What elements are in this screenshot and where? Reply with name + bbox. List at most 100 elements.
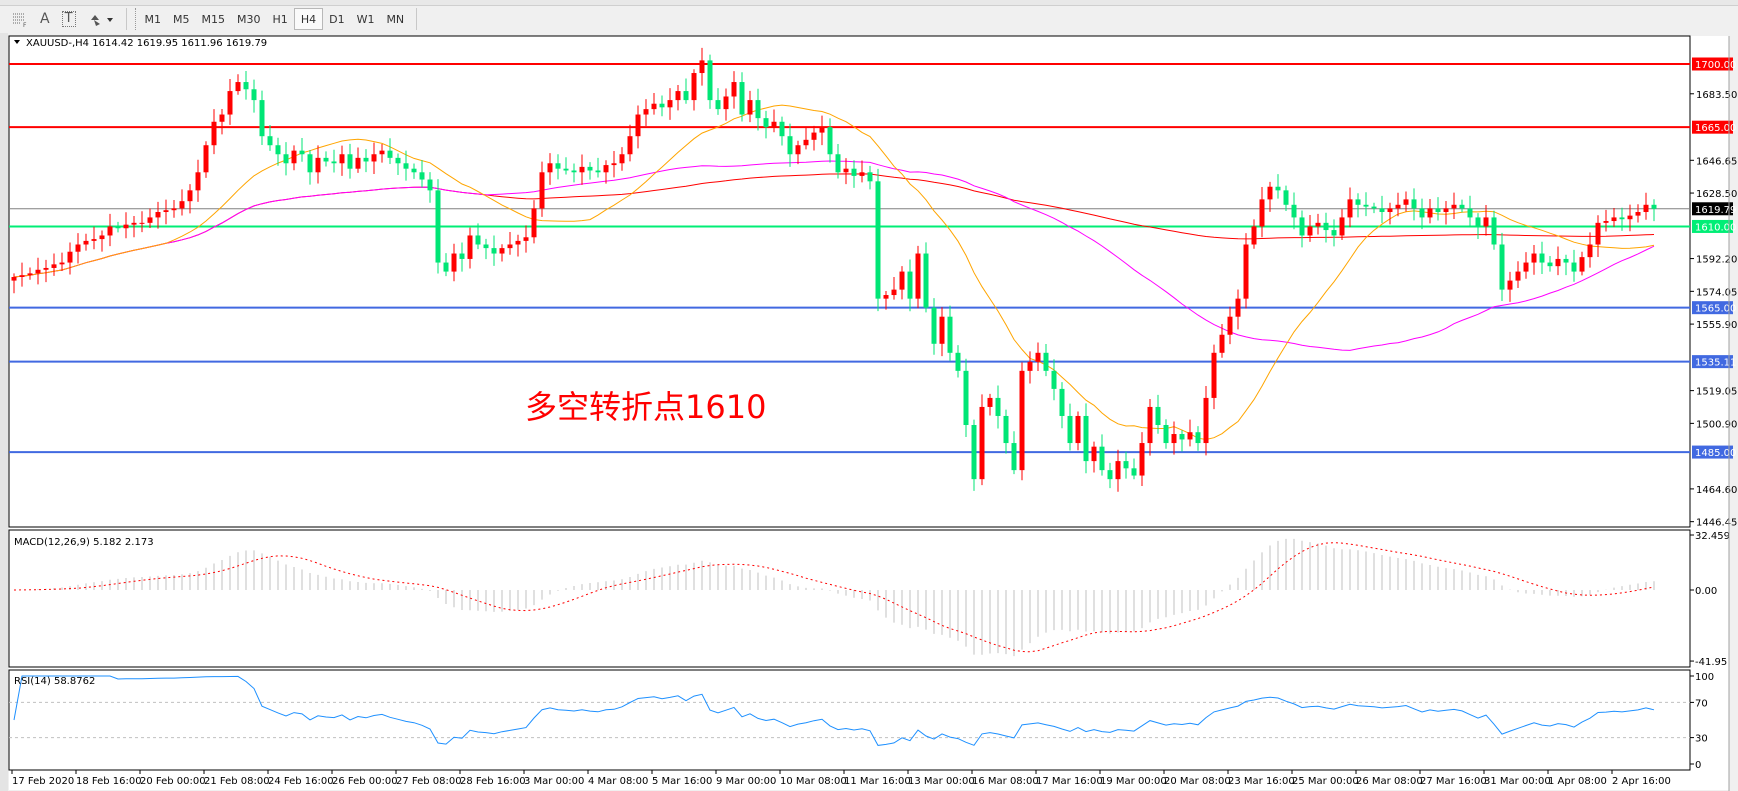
- candle: [1443, 200, 1449, 225]
- candle-body: [19, 275, 25, 277]
- grid-properties-button[interactable]: F: [6, 8, 34, 30]
- candle: [475, 223, 481, 250]
- candle: [619, 147, 625, 171]
- candle-body: [155, 212, 161, 218]
- candle: [1403, 191, 1409, 212]
- candle-body: [451, 253, 457, 272]
- arrows-icon: [90, 15, 113, 26]
- candle: [19, 262, 25, 287]
- candle-body: [1539, 253, 1545, 263]
- candle: [819, 115, 825, 146]
- candle: [1603, 209, 1609, 232]
- candle: [803, 127, 809, 150]
- candle-body: [1123, 461, 1129, 469]
- candle-body: [955, 352, 961, 371]
- candle-body: [1147, 406, 1153, 444]
- price-tick-label: 1646.65: [1696, 156, 1737, 167]
- toolbar-grip[interactable]: [134, 8, 139, 30]
- candle-body: [803, 139, 809, 146]
- timeframe-h4-button[interactable]: H4: [293, 8, 324, 30]
- ma-mid-line: [13, 160, 1655, 351]
- candle: [1643, 192, 1649, 220]
- candle-body: [1347, 199, 1353, 218]
- candle-body: [467, 235, 473, 259]
- candle: [915, 245, 921, 309]
- candle: [283, 142, 289, 176]
- candle: [1251, 219, 1257, 249]
- timeframe-m5-button[interactable]: M5: [173, 12, 190, 26]
- candle: [331, 149, 337, 173]
- candle-body: [275, 145, 281, 155]
- time-axis-label: 31 Mar 00:00: [1484, 776, 1551, 787]
- candle: [1531, 244, 1537, 275]
- text-icon: A: [40, 11, 50, 27]
- text-label-tool-button[interactable]: T: [56, 8, 82, 30]
- candle-body: [347, 154, 353, 169]
- candle-body: [771, 121, 777, 128]
- time-axis-label: 19 Mar 00:00: [1100, 776, 1167, 787]
- time-axis-label: 18 Feb 16:00: [76, 776, 142, 787]
- candle: [227, 78, 233, 125]
- candle: [1611, 207, 1617, 227]
- text-tool-button[interactable]: A: [34, 8, 56, 30]
- candle: [1083, 403, 1089, 474]
- candle-body: [195, 172, 201, 191]
- candle: [931, 298, 937, 355]
- timeframe-m15-button[interactable]: M15: [201, 12, 226, 26]
- price-line-label: 1665.00: [1695, 123, 1736, 134]
- price-line-label-box: [1692, 445, 1733, 459]
- timeframe-m30-button[interactable]: M30: [237, 12, 261, 26]
- candle: [499, 244, 505, 262]
- candle: [371, 142, 377, 174]
- candle-body: [83, 240, 89, 245]
- candle: [123, 212, 129, 239]
- candle: [267, 125, 273, 151]
- candle-body: [27, 273, 33, 276]
- candle-body: [211, 121, 217, 146]
- timeframe-h1-button[interactable]: H1: [272, 12, 288, 26]
- candle: [1595, 215, 1601, 258]
- candle: [1539, 241, 1545, 274]
- candle-body: [971, 425, 977, 480]
- candle: [1307, 214, 1313, 242]
- candle-body: [1075, 415, 1081, 444]
- candle: [1147, 398, 1153, 456]
- candle: [1555, 246, 1561, 276]
- arrows-tool-button[interactable]: [82, 8, 120, 30]
- candle: [187, 184, 193, 214]
- timeframe-w1-button[interactable]: W1: [356, 12, 375, 26]
- candle-body: [1411, 199, 1417, 209]
- candle: [571, 163, 577, 183]
- time-axis-label: 2 Apr 16:00: [1612, 776, 1671, 787]
- candle: [171, 200, 177, 218]
- candle-body: [1467, 208, 1473, 218]
- candle-body: [747, 100, 753, 115]
- candle: [731, 71, 737, 109]
- candle-body: [603, 165, 609, 173]
- candle-body: [1211, 352, 1217, 398]
- time-axis-label: 26 Mar 08:00: [1356, 776, 1423, 787]
- candle-body: [931, 307, 937, 344]
- candle: [1003, 409, 1009, 454]
- timeframe-m1-button[interactable]: M1: [144, 12, 162, 26]
- candle: [75, 233, 81, 264]
- candle-body: [1587, 244, 1593, 258]
- candle-body: [307, 154, 313, 173]
- macd-tick-label: 0.00: [1695, 586, 1717, 597]
- candle: [539, 161, 545, 217]
- timeframe-mn-button[interactable]: MN: [386, 12, 405, 26]
- candle: [1227, 306, 1233, 345]
- candle: [1299, 210, 1305, 248]
- candle-body: [1563, 258, 1569, 263]
- candle: [107, 213, 113, 247]
- collapse-triangle-icon[interactable]: [14, 40, 20, 44]
- candle: [979, 394, 985, 486]
- timeframe-d1-button[interactable]: D1: [329, 12, 345, 26]
- candle: [363, 149, 369, 173]
- candle: [355, 147, 361, 173]
- candle-body: [531, 208, 537, 238]
- candle-body: [499, 248, 505, 254]
- time-axis-label: 1 Apr 08:00: [1548, 776, 1607, 787]
- candle-body: [259, 100, 265, 137]
- candle: [35, 257, 41, 285]
